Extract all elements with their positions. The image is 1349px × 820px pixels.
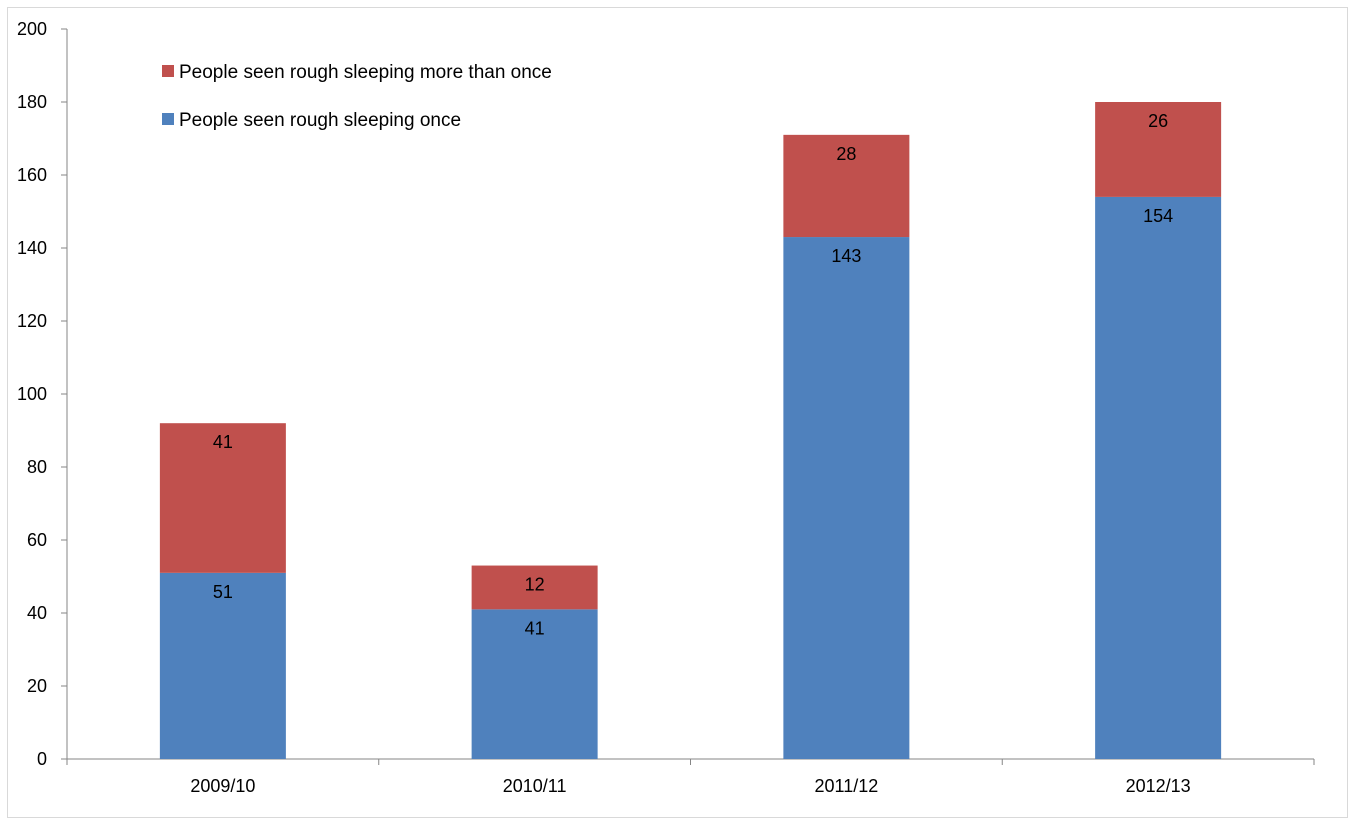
legend-label: People seen rough sleeping once <box>179 110 461 131</box>
bar-segment-more-than-once <box>471 565 598 610</box>
data-label: 26 <box>1148 111 1168 131</box>
legend: People seen rough sleeping more than onc… <box>162 62 552 131</box>
data-label: 51 <box>213 582 233 602</box>
y-tick-label: 160 <box>17 165 47 185</box>
data-label: 41 <box>525 618 545 638</box>
bar-segment-more-than-once <box>783 134 910 238</box>
y-tick-label: 200 <box>17 19 47 39</box>
x-tick-label: 2010/11 <box>503 776 567 796</box>
y-tick-label: 40 <box>27 603 47 623</box>
y-tick-label: 100 <box>17 384 47 404</box>
x-tick-label: 2009/10 <box>190 776 255 796</box>
bar-segment-more-than-once <box>1095 102 1222 197</box>
y-tick-label: 80 <box>27 457 47 477</box>
legend-label: People seen rough sleeping more than onc… <box>179 62 552 83</box>
y-tick-label: 20 <box>27 676 47 696</box>
y-tick-label: 0 <box>37 749 47 769</box>
axes: 0 20 40 60 80 100 120 140 160 180 200 2009/10 2010/1… <box>17 19 1315 796</box>
data-label: 12 <box>525 575 545 595</box>
x-tick-label: 2012/13 <box>1126 776 1191 796</box>
chart-frame <box>7 7 1348 818</box>
bar-segment-more-than-once <box>159 423 286 573</box>
data-label: 28 <box>836 144 856 164</box>
bar-segment-once <box>1095 196 1222 759</box>
data-label: 154 <box>1143 206 1173 226</box>
y-tick-label: 180 <box>17 92 47 112</box>
bar-segment-once <box>159 572 286 759</box>
x-tick-label: 2011/12 <box>815 776 879 796</box>
bar-segment-once <box>471 609 598 759</box>
legend-swatch <box>162 113 174 125</box>
bar-segment-once <box>783 237 910 760</box>
data-label: 41 <box>213 432 233 452</box>
data-labels: 51 41 41 12 143 28 154 26 <box>213 111 1173 638</box>
legend-swatch <box>162 65 174 77</box>
bars <box>159 102 1222 760</box>
data-label: 143 <box>831 246 861 266</box>
y-tick-label: 140 <box>17 238 47 258</box>
y-tick-label: 60 <box>27 530 47 550</box>
y-tick-label: 120 <box>17 311 47 331</box>
